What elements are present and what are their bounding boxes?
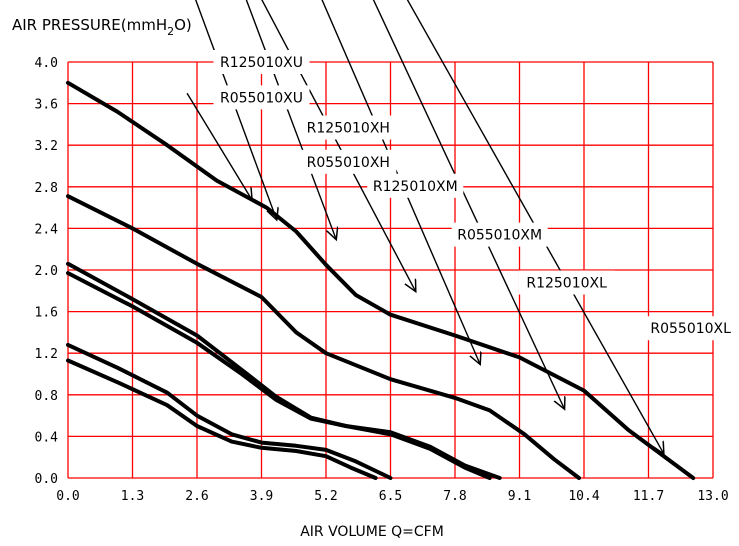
x-tick-label: 1.3 bbox=[121, 489, 144, 504]
y-axis-title-end: O) bbox=[174, 16, 192, 34]
series-line bbox=[66, 271, 502, 480]
annotation-label: R055010XH bbox=[307, 155, 390, 171]
x-tick-label: 0.0 bbox=[56, 489, 79, 504]
y-tick-label: 4.0 bbox=[35, 56, 58, 71]
y-tick-label: 2.8 bbox=[35, 181, 58, 196]
annotation-box bbox=[642, 316, 739, 341]
x-tick-label: 6.5 bbox=[379, 489, 402, 504]
x-tick-label: 5.2 bbox=[314, 489, 337, 504]
series-line bbox=[66, 358, 378, 480]
x-tick-label: 13.0 bbox=[697, 489, 728, 504]
series-line bbox=[66, 342, 393, 480]
annotation-box bbox=[367, 173, 464, 198]
annotation-arrow bbox=[261, 0, 415, 291]
annotation-box bbox=[518, 270, 615, 295]
annotation-arrow bbox=[186, 92, 252, 199]
annotation-label: R055010XL bbox=[650, 321, 731, 337]
y-tick-label: 1.2 bbox=[35, 347, 58, 362]
x-axis-title: AIR VOLUME Q=CFM bbox=[300, 524, 444, 540]
y-tick-label: 3.6 bbox=[35, 98, 58, 113]
x-tick-label: 9.1 bbox=[508, 489, 531, 504]
annotation-arrow bbox=[406, 0, 663, 453]
annotation-label: R125010XH bbox=[307, 121, 390, 137]
series-line bbox=[66, 80, 696, 480]
x-tick-label: 10.4 bbox=[568, 489, 599, 504]
series-group bbox=[66, 80, 696, 480]
y-axis-title: AIR PRESSURE(mmH2O) bbox=[12, 16, 192, 38]
x-tick-label: 7.8 bbox=[443, 489, 466, 504]
annotation-box bbox=[300, 115, 397, 140]
y-tick-label: 1.6 bbox=[35, 306, 58, 321]
y-tick-label: 0.8 bbox=[35, 389, 58, 404]
x-tick-label: 2.6 bbox=[185, 489, 208, 504]
annotation-label: R125010XM bbox=[373, 179, 458, 195]
y-tick-labels: 0.0 0.4 0.8 1.2 1.6 2.0 2.4 2.8 3.2 3.6 4.0 bbox=[35, 56, 59, 487]
y-axis-title-sub: 2 bbox=[167, 25, 174, 38]
x-tick-label: 11.7 bbox=[633, 489, 664, 504]
annotation-box bbox=[213, 85, 310, 110]
y-tick-label: 0.0 bbox=[35, 472, 58, 487]
x-tick-label: 3.9 bbox=[250, 489, 273, 504]
x-tick-labels: 0.0 1.3 2.6 3.9 5.2 6.5 7.8 9.1 10.4 11.7 13.0 bbox=[56, 489, 728, 504]
y-axis-title-main: AIR PRESSURE(mmH bbox=[12, 16, 167, 34]
annotation-arrow bbox=[321, 0, 480, 364]
annotation-label: R125010XL bbox=[526, 275, 607, 291]
annotation-box bbox=[300, 149, 397, 174]
annotation-label: R055010XU bbox=[220, 90, 303, 106]
annotation-box bbox=[451, 222, 548, 247]
annotation-arrow bbox=[372, 0, 564, 408]
y-tick-label: 2.4 bbox=[35, 222, 59, 237]
y-tick-label: 2.0 bbox=[35, 264, 58, 279]
series-line bbox=[66, 194, 581, 480]
y-tick-label: 0.4 bbox=[35, 430, 59, 445]
annotation-box bbox=[213, 50, 310, 74]
y-tick-label: 3.2 bbox=[35, 139, 58, 154]
annotation-label: R055010XM bbox=[457, 228, 542, 244]
annotation-label: R125010XU bbox=[220, 55, 303, 71]
